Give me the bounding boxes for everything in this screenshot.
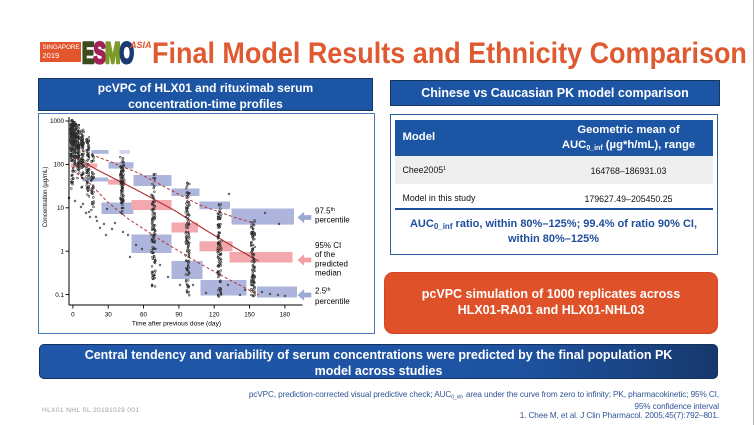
svg-text:median: median — [315, 269, 341, 278]
svg-text:0: 0 — [71, 312, 75, 319]
svg-text:1: 1 — [60, 248, 64, 255]
svg-text:ESMO: ESMO — [82, 40, 134, 66]
svg-text:180: 180 — [279, 312, 290, 319]
svg-text:30: 30 — [104, 312, 112, 319]
svg-text:percentile: percentile — [315, 216, 350, 225]
svg-text:ASIA: ASIA — [129, 40, 152, 50]
svg-text:Time after previous dose (day): Time after previous dose (day) — [131, 321, 220, 328]
svg-text:95% CI: 95% CI — [315, 241, 341, 250]
svg-text:120: 120 — [208, 312, 219, 319]
svg-text:97.5th: 97.5th — [315, 207, 335, 216]
svg-text:0.1: 0.1 — [55, 292, 64, 299]
svg-text:90: 90 — [175, 312, 183, 319]
svg-text:Concentration (µg/mL): Concentration (µg/mL) — [42, 167, 49, 228]
svg-text:60: 60 — [139, 312, 147, 319]
svg-text:150: 150 — [244, 312, 255, 319]
svg-text:1000: 1000 — [49, 118, 64, 125]
svg-text:predicted: predicted — [315, 259, 348, 268]
svg-text:of the: of the — [315, 250, 336, 259]
svg-text:100: 100 — [53, 162, 64, 169]
svg-text:2.5th: 2.5th — [315, 287, 331, 296]
svg-text:10: 10 — [56, 205, 64, 212]
svg-text:percentile: percentile — [315, 297, 350, 306]
